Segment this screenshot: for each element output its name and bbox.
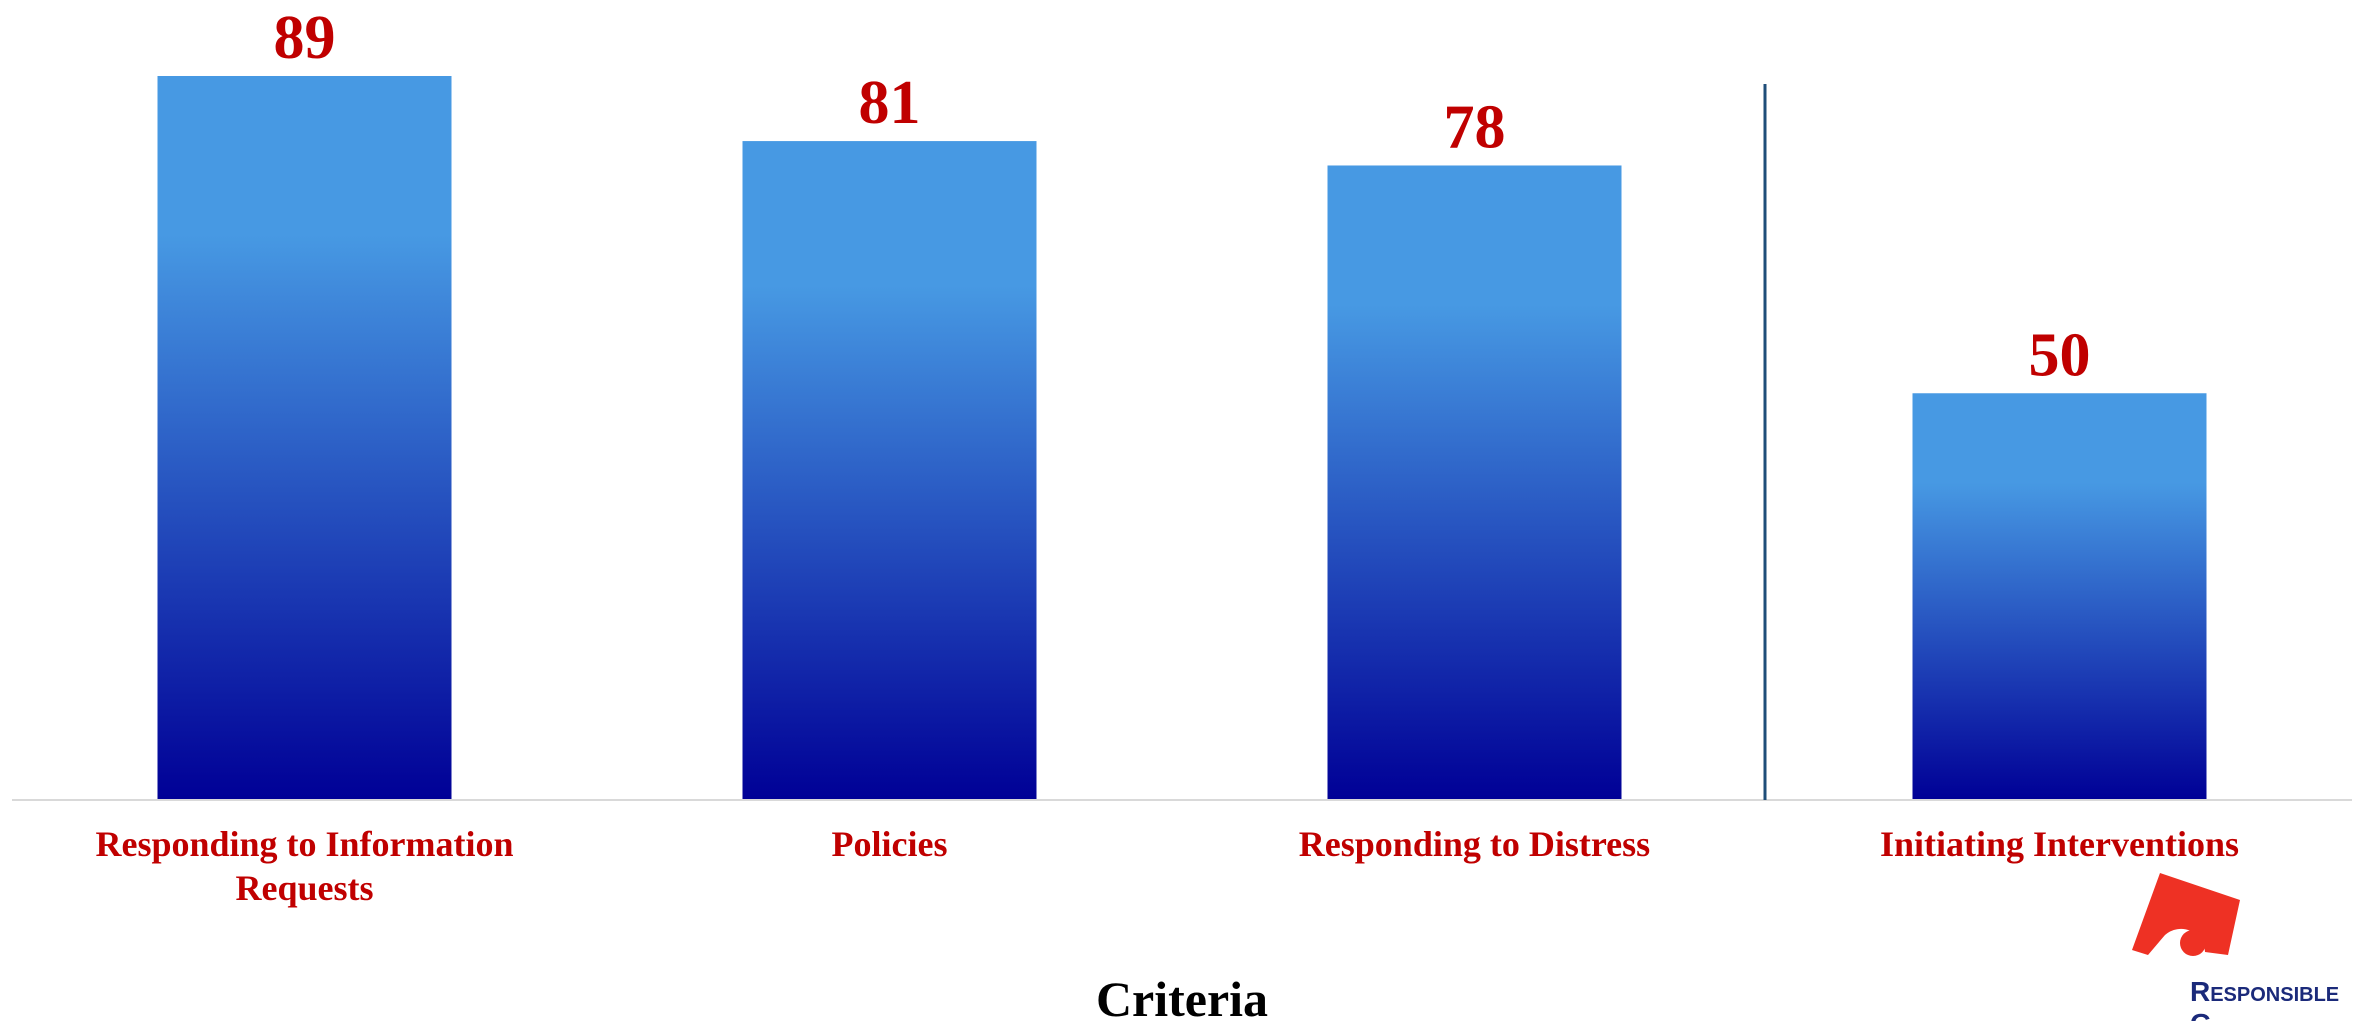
bar-2 [1327, 165, 1622, 800]
bar-3 [1912, 393, 2207, 800]
bar-value-label-1: 81 [859, 69, 921, 137]
logo-mark [2132, 873, 2240, 955]
category-label-0: Responding to Information Requests [95, 824, 513, 908]
responsible-logo: ResponsibleG [2132, 873, 2339, 1026]
labels-layer: 89 Responding to Information Requests 81 Pol… [95, 4, 2239, 908]
category-label-1: Policies [832, 824, 948, 864]
category-label-2: Responding to Distress [1299, 824, 1650, 864]
bars-layer [157, 76, 2207, 800]
logo-text-line-0: Responsible [2190, 976, 2339, 1007]
logo-text-line-1: G [2190, 1008, 2212, 1021]
logo-mark-dot [2180, 930, 2206, 956]
bar-0 [157, 76, 452, 800]
x-axis-title: Criteria [1096, 971, 1268, 1021]
category-label-3: Initiating Interventions [1880, 824, 2239, 864]
bar-value-label-2: 78 [1444, 93, 1506, 161]
bar-value-label-3: 50 [2029, 321, 2091, 389]
bar-value-label-0: 89 [274, 4, 336, 72]
bar-1 [742, 141, 1037, 800]
